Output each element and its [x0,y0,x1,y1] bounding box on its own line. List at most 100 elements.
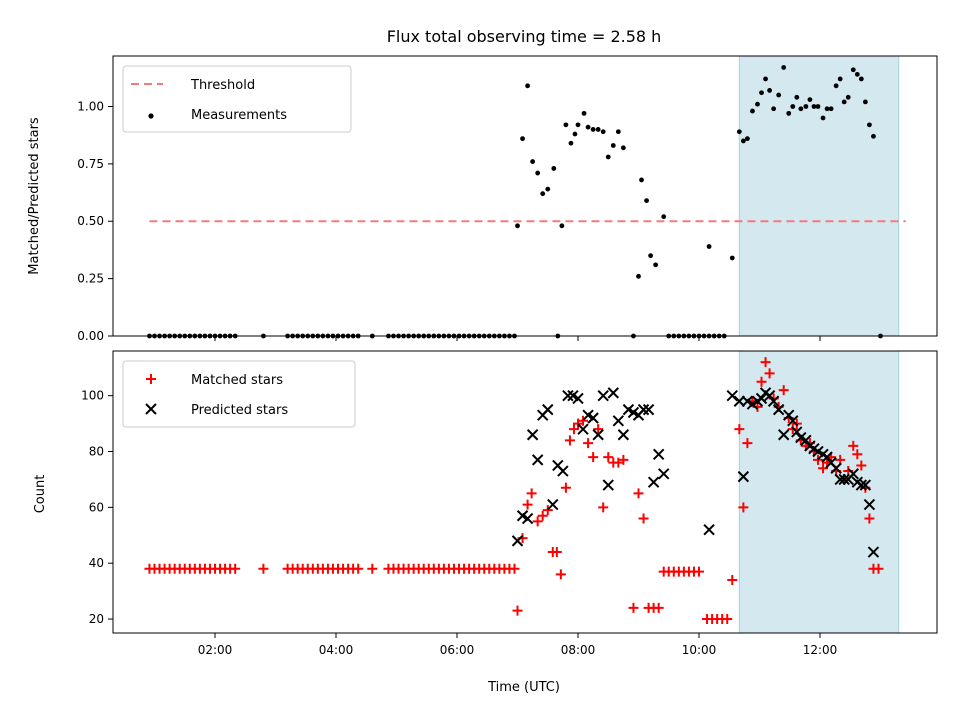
matched-star-point [522,499,533,510]
matched-star-point [542,505,553,516]
x-tick-label: 12:00 [803,643,838,657]
measurement-point [563,122,569,128]
measurement-point [811,104,817,109]
matched-star-point [778,385,789,396]
legend-predicted-label: Predicted stars [191,403,288,418]
observing-window-top [738,55,900,337]
matched-star-point [560,482,571,493]
top-axes-frame [112,55,938,337]
x-tick-label: 04:00 [319,643,354,657]
measurement-point [798,106,804,112]
matched-star-point [230,563,241,574]
predicted-star-point [531,454,544,466]
measurement-point [771,106,777,112]
predicted-star-point [637,403,650,416]
matched-star-point [367,563,378,574]
matched-star-point [512,605,523,616]
x-tick-label: 10:00 [682,643,717,657]
predicted-star-point [602,479,614,491]
measurement-point [745,136,750,142]
matched-star-point [588,452,599,463]
predicted-star-point [607,387,619,399]
measurement-point [871,133,876,139]
matched-star-point [742,438,753,449]
matched-star-point [722,614,733,625]
measurement-point [581,110,587,116]
measurement-point [568,140,574,146]
matched-star-point [760,357,771,368]
measurement-point [610,143,616,148]
measurement-point [781,65,787,70]
legend-measurements-swatch [148,113,154,119]
matched-star-point [537,510,548,521]
bottom-legend: Matched stars Predicted stars [122,360,356,428]
measurement-point [841,99,847,105]
measurement-point [661,214,667,220]
predicted-star-point [612,415,625,427]
measurement-point [794,94,800,100]
measurement-point [803,104,809,109]
legend-matched-swatch [146,374,156,384]
measurement-point [763,76,768,82]
matched-star-point [856,460,867,471]
chart-title: Flux total observing time = 2.58 h [387,27,662,46]
measurement-point [858,76,864,82]
legend-matched-label: Matched stars [191,373,283,388]
measurement-point [845,94,851,100]
bottom-y-ticks: 20 40 60 80 100 [81,389,113,626]
predicted-star-point [787,415,799,427]
predicted-star-point [838,473,850,486]
measurement-point [820,115,826,121]
predicted-star-point [726,389,738,402]
bottom-y-label: Count [33,475,48,514]
matched-star-point [532,516,543,527]
y-tick-label: 0.00 [77,329,104,343]
y-tick-label: 40 [89,556,104,570]
predicted-star-point [511,535,524,547]
y-tick-label: 0.25 [77,272,104,286]
matched-star-point [583,438,594,449]
predicted-star-point [791,426,803,438]
x-axis-label: Time (UTC) [487,680,560,695]
measurement-point [653,262,659,268]
predicted-star-point [847,468,859,480]
measurement-point [639,177,644,183]
measurement-point [740,138,746,144]
matched-star-point [727,574,738,585]
matched-star-point [756,376,767,387]
matched-star-point [593,424,604,435]
measurement-point [540,191,546,197]
observing-window-bottom [738,350,900,634]
legend-threshold-label: Threshold [190,78,255,93]
legend-predicted-swatch [145,403,157,415]
predicted-star-point [557,465,569,477]
measurement-point [850,67,856,73]
matched-star-point [852,449,863,460]
matched-star-point [603,452,614,463]
x-tick-label: 08:00 [561,643,596,657]
y-tick-label: 0.50 [77,214,104,228]
predicted-star-point [821,451,833,463]
bottom-legend-box [122,360,356,428]
measurement-point [729,255,735,261]
predicted-star-point [587,412,599,424]
predicted-star-point [855,479,868,491]
measurement-point [595,127,601,132]
top-legend: Threshold Measurements [122,65,352,133]
measurement-point [545,186,551,192]
matched-star-point [598,502,609,513]
matched-star-point [873,563,884,574]
matched-star-point [618,454,629,465]
predicted-star-point [547,498,559,511]
measurement-point [750,108,755,114]
legend-measurements-label: Measurements [191,108,287,123]
predicted-star-point [755,392,768,405]
measurement-point [515,223,520,229]
bottom-axes-frame [112,350,938,634]
y-tick-label: 80 [89,445,104,459]
matched-star-point [555,569,566,580]
predicted-star-point [652,448,665,461]
matched-star-point [578,415,589,426]
matched-star-point [734,424,745,435]
measurement-point [620,145,626,151]
